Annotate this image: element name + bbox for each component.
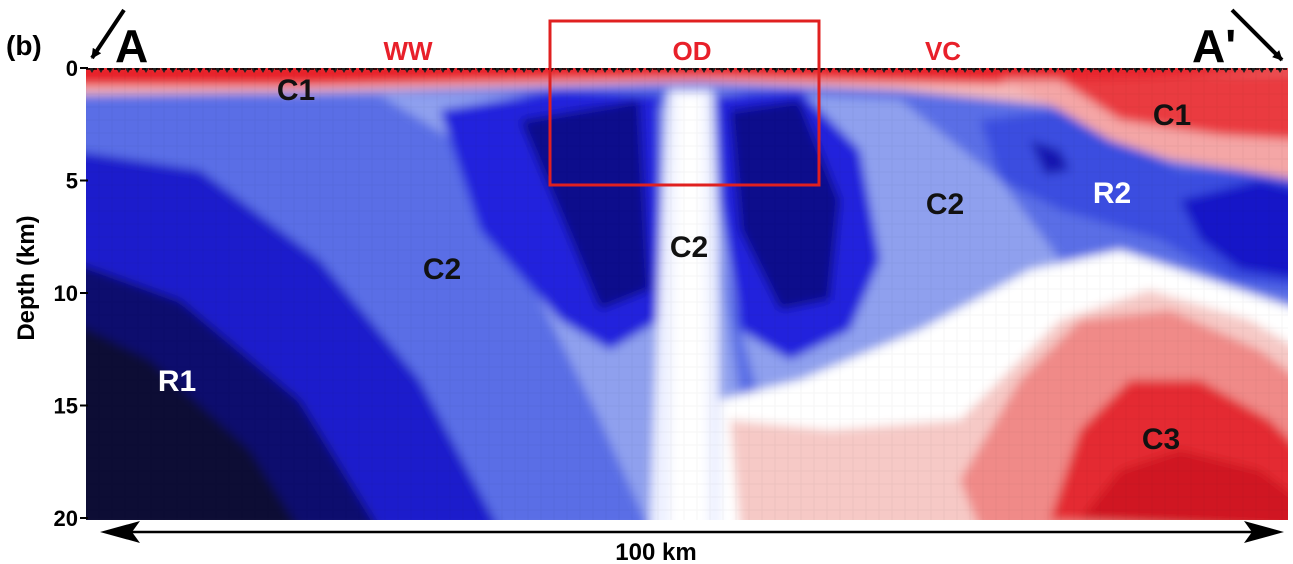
resistivity-model	[86, 68, 1288, 520]
anomaly-label-c2-center: C2	[670, 231, 708, 264]
site-label-vc: VC	[925, 36, 961, 66]
scale-bar-left-arrowhead	[100, 521, 140, 543]
depth-tick-label: 20	[54, 506, 78, 531]
scale-bar-label: 100 km	[615, 539, 696, 564]
site-label-ww: WW	[383, 36, 433, 66]
anomaly-label-r2: R2	[1093, 177, 1131, 210]
anomaly-label-c2-left: C2	[423, 253, 461, 286]
profile-end-label: A'	[1192, 20, 1236, 72]
anomaly-label-c3: C3	[1142, 423, 1180, 456]
panel-label: (b)	[6, 30, 42, 61]
scale-bar-right-arrowhead	[1244, 521, 1284, 543]
depth-tick-label: 0	[66, 56, 78, 81]
anomaly-label-c1-left: C1	[277, 74, 315, 107]
site-label-od: OD	[673, 36, 712, 66]
profile-end-arrow	[1230, 8, 1284, 62]
depth-tick-label: 15	[54, 394, 78, 419]
model-cell-grid	[86, 68, 1288, 520]
depth-tick-label: 5	[66, 169, 78, 194]
anomaly-label-r1: R1	[158, 365, 196, 398]
anomaly-label-c2-right: C2	[926, 188, 964, 221]
profile-start-arrow	[90, 8, 126, 60]
od-highlight-box	[548, 19, 821, 187]
anomaly-label-c1-right: C1	[1153, 99, 1191, 132]
depth-axis: 0 5 10 15 20	[54, 56, 88, 531]
profile-start-label: A	[115, 20, 148, 72]
depth-tick-label: 10	[54, 281, 78, 306]
depth-axis-title: Depth (km)	[13, 215, 40, 340]
